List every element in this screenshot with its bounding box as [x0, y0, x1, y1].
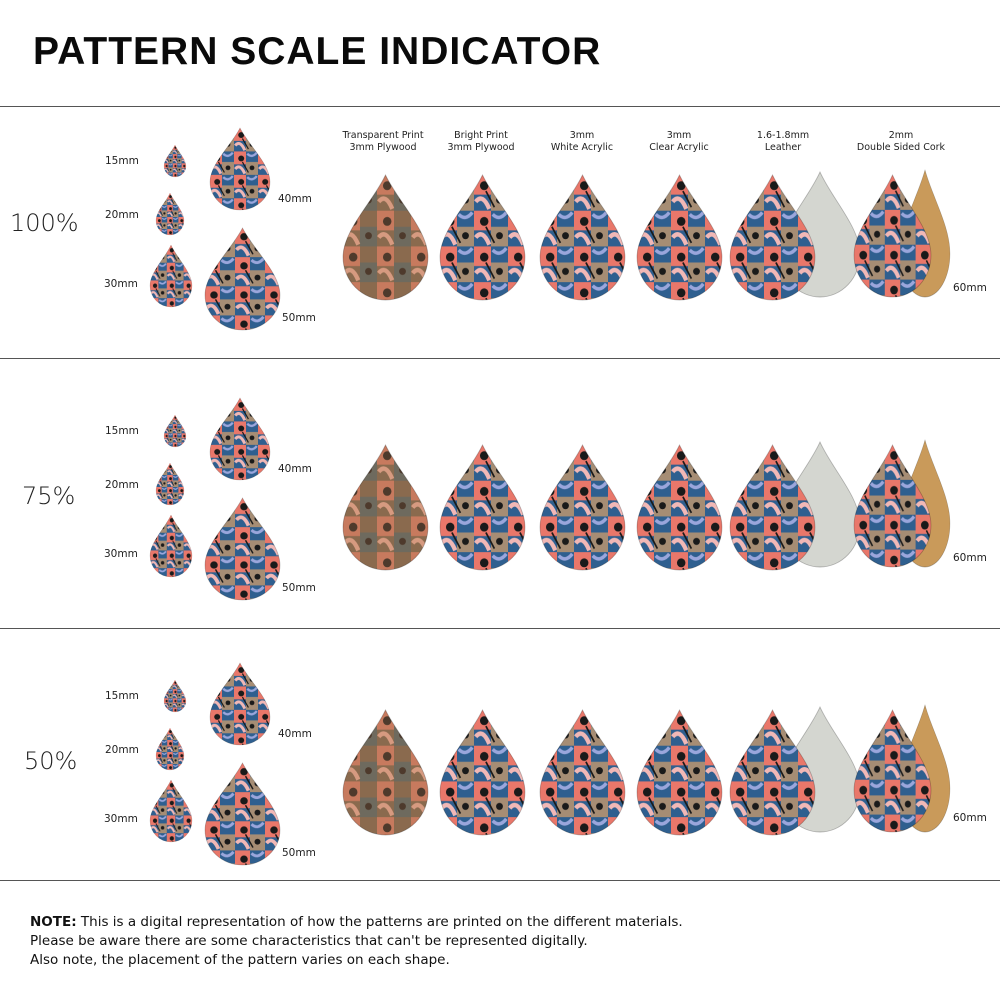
earring-sample-40mm	[209, 662, 271, 746]
material-header: 3mm White Acrylic	[527, 130, 637, 154]
size-label: 15mm	[105, 155, 139, 167]
sample-clear-acrylic	[636, 444, 723, 571]
material-header-line1: 1.6-1.8mm	[756, 130, 810, 141]
earring-sample-30mm	[149, 514, 193, 578]
size-label: 15mm	[105, 425, 139, 437]
material-header-line2: Double Sided Cork	[856, 142, 946, 153]
scale-label-75: 75%	[22, 482, 76, 510]
size-label: 50mm	[282, 847, 316, 859]
size-label: 20mm	[105, 744, 139, 756]
earring-sample-15mm	[163, 144, 187, 178]
material-header: 3mm Clear Acrylic	[624, 130, 734, 154]
large-size-label: 60mm	[953, 812, 987, 824]
material-header-line2: 3mm Plywood	[349, 142, 417, 153]
sample-leather-front	[729, 709, 816, 836]
material-header-line2: Leather	[764, 142, 802, 153]
material-header-line1: Transparent Print	[342, 130, 424, 141]
size-label: 50mm	[282, 312, 316, 324]
note-line-1: This is a digital representation of how …	[80, 914, 683, 930]
material-header: 1.6-1.8mm Leather	[728, 130, 838, 154]
earring-sample-30mm	[149, 244, 193, 308]
material-header-line2: Clear Acrylic	[649, 142, 709, 153]
material-header-line1: 3mm	[569, 130, 595, 141]
earring-sample-40mm	[209, 127, 271, 211]
divider	[0, 358, 1000, 359]
note-line-2: Please be aware there are some character…	[30, 933, 588, 949]
size-label: 20mm	[105, 209, 139, 221]
sample-leather-front	[729, 444, 816, 571]
earring-sample-30mm	[149, 779, 193, 843]
sample-transparent-plywood	[342, 444, 429, 571]
material-header-line2: White Acrylic	[550, 142, 614, 153]
earring-sample-20mm	[155, 192, 185, 236]
earring-sample-20mm	[155, 462, 185, 506]
sample-clear-acrylic	[636, 709, 723, 836]
material-header: Transparent Print 3mm Plywood	[328, 130, 438, 154]
sample-white-acrylic	[539, 709, 626, 836]
sample-cork-front	[853, 174, 932, 298]
sample-clear-acrylic	[636, 174, 723, 301]
size-label: 30mm	[104, 548, 138, 560]
material-header: Bright Print 3mm Plywood	[426, 130, 536, 154]
material-header: 2mm Double Sided Cork	[846, 130, 956, 154]
sample-bright-plywood	[439, 444, 526, 571]
size-label: 40mm	[278, 193, 312, 205]
earring-sample-40mm	[209, 397, 271, 481]
sample-bright-plywood	[439, 709, 526, 836]
divider	[0, 628, 1000, 629]
earring-sample-50mm	[204, 227, 281, 331]
earring-sample-50mm	[204, 497, 281, 601]
sample-leather-front	[729, 174, 816, 301]
size-label: 15mm	[105, 690, 139, 702]
material-header-line1: Bright Print	[454, 130, 508, 141]
sample-transparent-plywood	[342, 174, 429, 301]
earring-sample-15mm	[163, 414, 187, 448]
divider	[0, 880, 1000, 881]
earring-sample-50mm	[204, 762, 281, 866]
size-label: 20mm	[105, 479, 139, 491]
note-label: NOTE:	[30, 914, 77, 930]
sample-cork-front	[853, 709, 932, 833]
earring-sample-20mm	[155, 727, 185, 771]
sample-cork-front	[853, 444, 932, 568]
size-label: 30mm	[104, 278, 138, 290]
earring-sample-15mm	[163, 679, 187, 713]
sample-white-acrylic	[539, 444, 626, 571]
sample-bright-plywood	[439, 174, 526, 301]
size-label: 40mm	[278, 728, 312, 740]
page-title: PATTERN SCALE INDICATOR	[33, 30, 602, 73]
sample-white-acrylic	[539, 174, 626, 301]
material-header-line1: 2mm	[888, 130, 914, 141]
scale-label-100: 100%	[10, 209, 79, 237]
large-size-label: 60mm	[953, 282, 987, 294]
size-label: 40mm	[278, 463, 312, 475]
size-label: 50mm	[282, 582, 316, 594]
material-header-line1: 3mm	[666, 130, 692, 141]
size-label: 30mm	[104, 813, 138, 825]
note-line-3: Also note, the placement of the pattern …	[30, 952, 450, 968]
note: NOTE: This is a digital representation o…	[30, 913, 683, 970]
sample-transparent-plywood	[342, 709, 429, 836]
large-size-label: 60mm	[953, 552, 987, 564]
material-header-line2: 3mm Plywood	[447, 142, 515, 153]
divider	[0, 106, 1000, 107]
scale-label-50: 50%	[24, 747, 78, 775]
